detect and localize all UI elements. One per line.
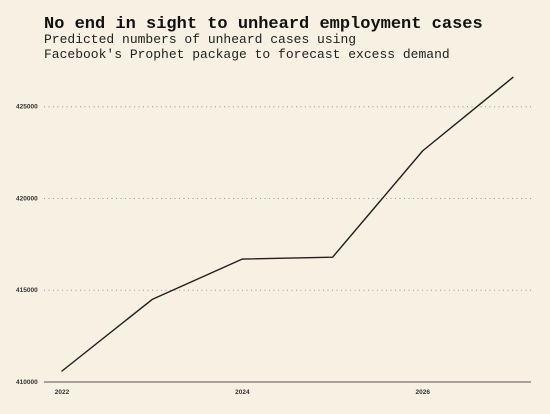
- axis-layer: 410000 415000 420000 425000 2022 2024 2026: [16, 104, 430, 396]
- series-layer: [61, 76, 514, 372]
- series-line: [61, 76, 514, 372]
- chart-header: No end in sight to unheard employment ca…: [44, 15, 483, 62]
- y-tick-label: 415000: [16, 287, 38, 294]
- x-tick-label: 2022: [55, 389, 70, 396]
- y-tick-label: 425000: [16, 104, 38, 111]
- x-tick-label: 2026: [416, 389, 431, 396]
- x-tick-label: 2024: [235, 389, 250, 396]
- grid-layer: [44, 106, 531, 383]
- y-tick-label: 410000: [16, 379, 38, 386]
- chart-title: No end in sight to unheard employment ca…: [44, 15, 483, 34]
- y-tick-label: 420000: [16, 195, 38, 202]
- chart-subtitle-line-2: Facebook's Prophet package to forecast e…: [44, 47, 450, 62]
- chart-subtitle-line-1: Predicted numbers of unheard cases using: [44, 32, 356, 47]
